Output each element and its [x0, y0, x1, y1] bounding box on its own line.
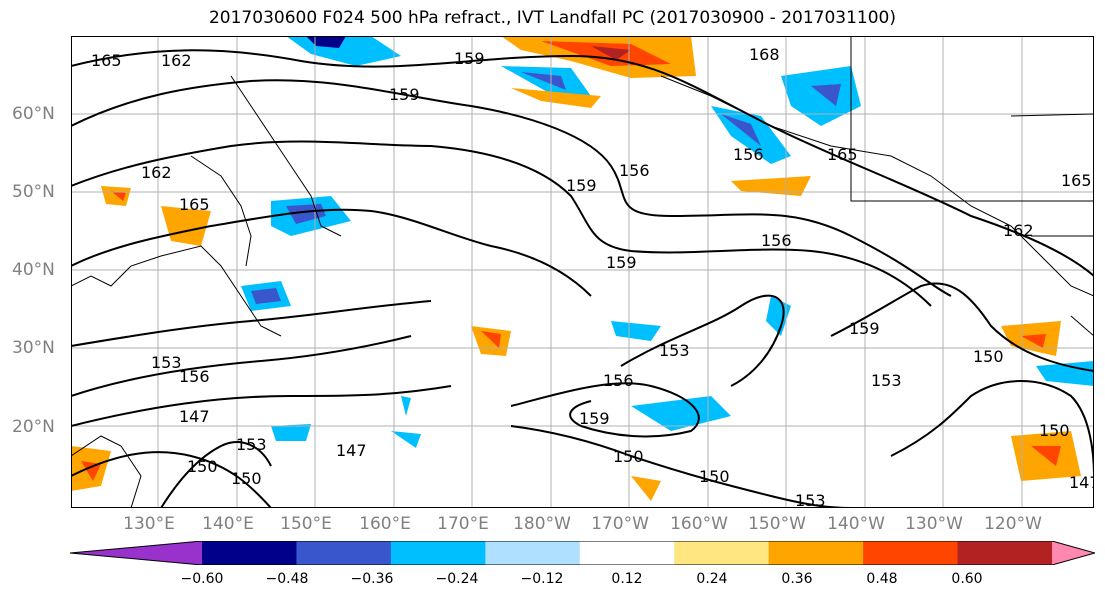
lon-label: 170°E	[437, 514, 489, 534]
contour-label: 156	[619, 161, 650, 180]
colorbar-tick: 0.36	[781, 571, 813, 587]
colorbar-segment	[768, 541, 864, 565]
colorbar	[70, 541, 1095, 565]
lon-label: 120°W	[984, 514, 1042, 534]
colorbar-tick: 0.60	[951, 571, 983, 587]
colorbar-tick: −0.12	[520, 571, 564, 587]
contour-label: 159	[454, 49, 485, 68]
lon-label: 180°W	[513, 514, 571, 534]
lon-label: 170°W	[591, 514, 649, 534]
colorbar-tick: 0.24	[696, 571, 728, 587]
contour-label: 147	[1069, 473, 1094, 492]
contour-lines	[71, 49, 1094, 508]
contour-label: 156	[733, 145, 764, 164]
lon-label: 150°E	[280, 514, 332, 534]
contour-label: 156	[761, 231, 792, 250]
colorbar-tick: 0.48	[866, 571, 898, 587]
lat-label: 30°N	[12, 338, 55, 358]
map-title: 2017030600 F024 500 hPa refract., IVT La…	[208, 8, 896, 28]
contour-label: 168	[749, 45, 780, 64]
colorbar-segment	[70, 541, 202, 565]
colorbar-segment	[390, 541, 486, 565]
colorbar-segment	[485, 541, 581, 565]
contour-label: 153	[659, 341, 690, 360]
colorbar-segment	[674, 541, 770, 565]
contour-label: 156	[603, 371, 634, 390]
lon-label: 130°E	[123, 514, 175, 534]
contour-label: 150	[973, 347, 1004, 366]
contour-label: 150	[699, 467, 730, 486]
contour-label: 153	[151, 353, 182, 372]
colorbar-tick: −0.60	[180, 571, 224, 587]
map-panel: 165 162 159 159 168 162 165 156 156 159 …	[71, 36, 1094, 508]
contour-label: 159	[389, 85, 420, 104]
lon-label: 140°E	[202, 514, 254, 534]
colorbar-tick: −0.24	[435, 571, 479, 587]
contour-label: 153	[236, 435, 267, 454]
lat-label: 50°N	[12, 182, 55, 202]
contour-label: 147	[336, 441, 367, 460]
contour-label: 165	[91, 51, 122, 70]
lon-label: 140°W	[827, 514, 885, 534]
contour-label: 150	[613, 447, 644, 466]
colorbar-segment	[296, 541, 392, 565]
contour-label: 150	[231, 469, 262, 488]
lat-label: 20°N	[12, 417, 55, 437]
contour-label: 165	[179, 195, 210, 214]
lon-label: 150°W	[748, 514, 806, 534]
colorbar-segment	[1052, 541, 1095, 565]
contour-label: 150	[1039, 421, 1070, 440]
contour-label: 150	[187, 457, 218, 476]
colorbar-segment	[202, 541, 297, 565]
contour-label: 153	[871, 371, 902, 390]
colorbar-tick: −0.36	[350, 571, 394, 587]
lat-label: 40°N	[12, 260, 55, 280]
colorbar-tick: −0.48	[265, 571, 309, 587]
contour-label: 159	[606, 253, 637, 272]
contour-label: 153	[795, 491, 826, 508]
lat-label: 60°N	[12, 104, 55, 124]
contour-label: 159	[579, 409, 610, 428]
lon-label: 160°W	[670, 514, 728, 534]
contour-label: 162	[1003, 221, 1034, 240]
ivt-shading	[71, 36, 1094, 501]
contour-label: 159	[849, 319, 880, 338]
lon-label: 160°E	[359, 514, 411, 534]
contour-label: 162	[161, 51, 192, 70]
contour-label: 162	[141, 163, 172, 182]
contour-label: 165	[1061, 171, 1092, 190]
contour-label: 159	[566, 176, 597, 195]
lon-label: 130°W	[905, 514, 963, 534]
contour-label: 147	[179, 407, 210, 426]
contour-label: 165	[827, 145, 858, 164]
colorbar-segment	[863, 541, 959, 565]
colorbar-segment	[579, 541, 675, 565]
contour-label: 156	[179, 367, 210, 386]
colorbar-segment	[957, 541, 1053, 565]
colorbar-tick: 0.12	[611, 571, 643, 587]
contour-labels: 165 162 159 159 168 162 165 156 156 159 …	[91, 45, 1094, 508]
